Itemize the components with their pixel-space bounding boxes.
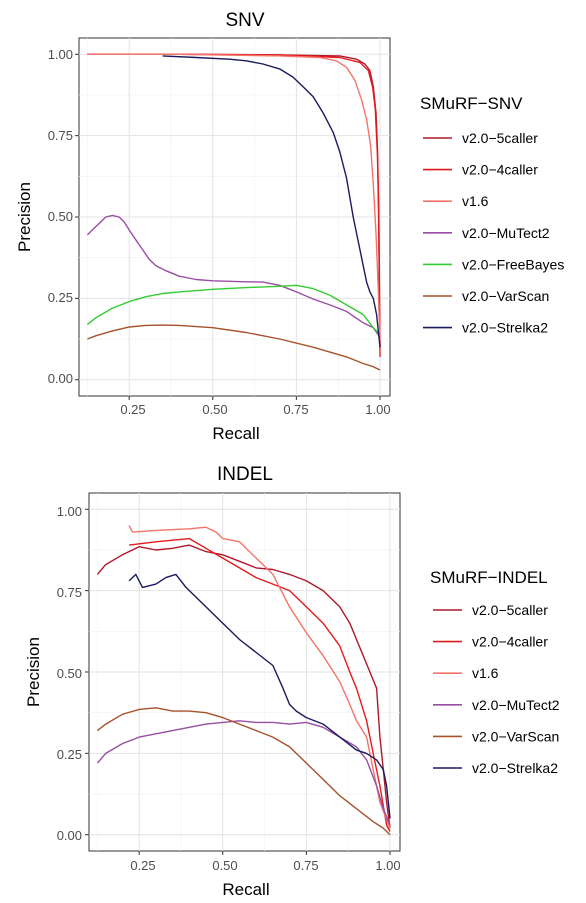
snv-legend-item-6: v2.0−Strelka2 <box>423 320 548 336</box>
snv-title: SNV <box>225 10 264 31</box>
indel-series-line-1 <box>129 537 391 832</box>
snv-legend-item-3: v2.0−MuTect2 <box>423 225 550 241</box>
indel-legend-item-1: v2.0−4caller <box>433 634 548 650</box>
indel-series-line-5 <box>128 573 391 819</box>
snv-legend-item-1: v2.0−4caller <box>423 162 538 178</box>
snv-legend: v2.0−5caller v2.0−4caller v1.6 v2.0−MuTect2… <box>423 130 564 336</box>
indel-legend: v2.0−5caller v2.0−4caller v1.6 v2.0−MuTect2… <box>433 602 560 776</box>
snv-legend-label-6: v2.0−Strelka2 <box>462 320 548 336</box>
indel-legend-label-3: v2.0−MuTect2 <box>472 697 560 713</box>
snv-y-axis-label: Precision <box>15 182 34 252</box>
indel-xtick-0: 0.25 <box>130 858 155 873</box>
snv-xtick-0: 0.25 <box>120 402 145 417</box>
snv-legend-label-0: v2.0−5caller <box>462 130 538 146</box>
indel-xtick-2: 0.75 <box>293 858 318 873</box>
snv-xtick-3: 1.00 <box>365 402 390 417</box>
snv-xtick-1: 0.50 <box>202 402 227 417</box>
snv-legend-label-2: v1.6 <box>462 193 489 209</box>
indel-legend-label-0: v2.0−5caller <box>472 602 548 618</box>
indel-ytick-4: 1.00 <box>57 504 82 519</box>
indel-ytick-2: 0.50 <box>57 666 82 681</box>
snv-series-line-2 <box>87 53 381 341</box>
snv-series-line-3 <box>86 214 381 338</box>
indel-ytick-1: 0.25 <box>57 747 82 762</box>
snv-legend-label-1: v2.0−4caller <box>462 162 538 178</box>
indel-grid <box>85 493 400 855</box>
snv-ytick-1: 0.25 <box>48 290 73 305</box>
indel-series-line-4 <box>96 707 391 836</box>
indel-ytick-0: 0.00 <box>57 828 82 843</box>
snv-ytick-0: 0.00 <box>48 371 73 386</box>
snv-x-ticks: 0.25 0.50 0.75 1.00 <box>120 402 390 417</box>
snv-legend-title: SMuRF−SNV <box>420 94 523 113</box>
snv-ytick-4: 1.00 <box>48 47 73 62</box>
indel-legend-item-2: v1.6 <box>433 665 499 681</box>
snv-legend-item-2: v1.6 <box>423 193 489 209</box>
snv-y-ticks: 0.00 0.25 0.50 0.75 1.00 <box>48 47 73 386</box>
snv-legend-item-5: v2.0−VarScan <box>423 288 549 304</box>
snv-series-line-6 <box>162 55 381 348</box>
indel-xtick-1: 0.50 <box>212 858 237 873</box>
indel-legend-label-5: v2.0−Strelka2 <box>472 760 558 776</box>
snv-series-line-5 <box>87 324 381 371</box>
snv-grid <box>75 38 390 400</box>
indel-legend-item-4: v2.0−VarScan <box>433 728 559 744</box>
snv-legend-item-4: v2.0−FreeBayes <box>423 256 564 272</box>
snv-series-line-4 <box>86 284 381 335</box>
indel-series-line-2 <box>128 525 391 829</box>
snv-ytick-2: 0.50 <box>48 209 73 224</box>
snv-series-lines <box>86 53 381 371</box>
snv-x-axis-label: Recall <box>212 424 259 443</box>
indel-legend-label-1: v2.0−4caller <box>472 634 548 650</box>
snv-xtick-2: 0.75 <box>283 402 308 417</box>
indel-series-line-3 <box>96 720 391 826</box>
indel-x-axis-label: Recall <box>222 880 269 899</box>
indel-xtick-3: 1.00 <box>375 858 400 873</box>
indel-y-ticks: 0.00 0.25 0.50 0.75 1.00 <box>57 504 82 843</box>
indel-ytick-3: 0.75 <box>57 585 82 600</box>
indel-legend-label-2: v1.6 <box>472 665 499 681</box>
indel-y-axis-label: Precision <box>24 637 43 707</box>
indel-panel: INDEL 0.00 0.25 0.50 0.75 1.00 0.25 0.50… <box>24 464 560 899</box>
snv-series-line-1 <box>87 53 381 357</box>
indel-series-line-0 <box>96 544 391 829</box>
snv-legend-item-0: v2.0−5caller <box>423 130 538 146</box>
snv-panel: SNV 0.00 0.25 0.50 0.75 1.00 0.25 0.50 0… <box>15 10 564 443</box>
indel-legend-item-0: v2.0−5caller <box>433 602 548 618</box>
indel-legend-item-5: v2.0−Strelka2 <box>433 760 558 776</box>
indel-title: INDEL <box>217 464 273 485</box>
snv-legend-label-5: v2.0−VarScan <box>462 288 549 304</box>
indel-series-lines <box>96 525 391 836</box>
indel-x-ticks: 0.25 0.50 0.75 1.00 <box>130 858 400 873</box>
snv-ytick-3: 0.75 <box>48 128 73 143</box>
snv-legend-label-4: v2.0−FreeBayes <box>462 256 564 272</box>
indel-legend-title: SMuRF−INDEL <box>430 568 548 587</box>
indel-legend-label-4: v2.0−VarScan <box>472 728 559 744</box>
indel-legend-item-3: v2.0−MuTect2 <box>433 697 560 713</box>
snv-legend-label-3: v2.0−MuTect2 <box>462 225 550 241</box>
